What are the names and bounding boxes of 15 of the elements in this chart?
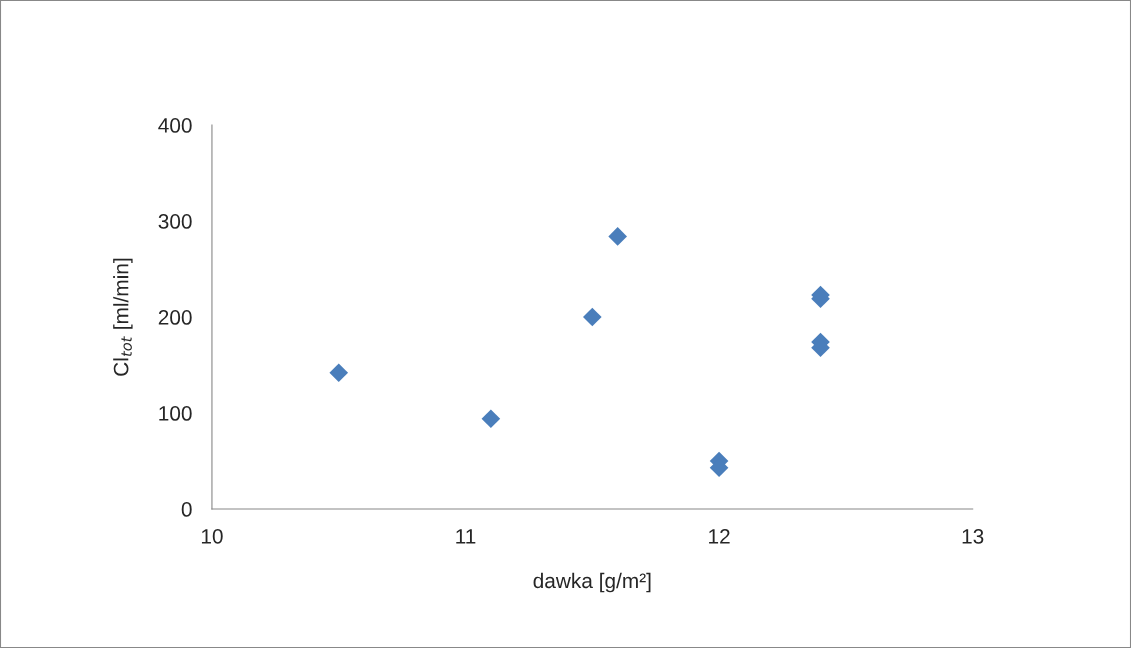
x-tick-label: 13 [962, 529, 984, 544]
point [608, 227, 627, 246]
y-tick-label: 400 [158, 118, 192, 133]
y-tick-label: 0 [181, 502, 192, 517]
x-axis-title: dawka [g/m²] [533, 572, 651, 593]
y-axis-title: Cl$_{tot}$ [ml/min] [113, 258, 133, 376]
y-tick-label: 100 [159, 406, 192, 421]
x-tick-label: 12 [709, 529, 730, 544]
x-tick-label: 11 [456, 529, 476, 544]
x-tick-label: 10 [201, 529, 223, 544]
point [329, 363, 349, 383]
point [481, 409, 501, 429]
y-tick-label: 200 [158, 310, 192, 325]
y-tick-label: 300 [158, 214, 192, 229]
point [582, 307, 602, 327]
